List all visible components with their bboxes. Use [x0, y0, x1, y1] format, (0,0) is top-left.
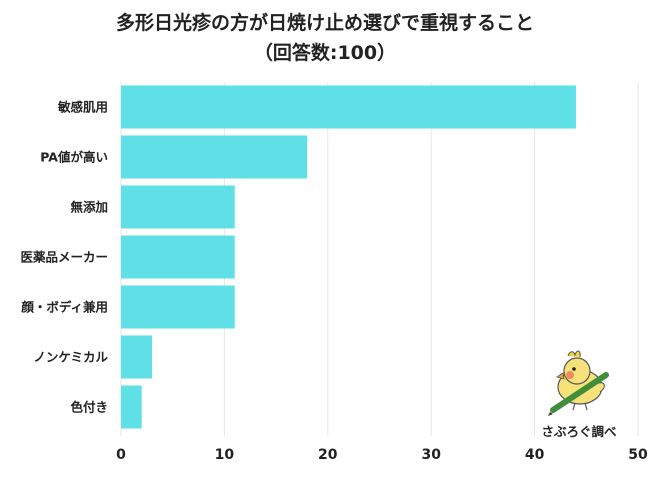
category-label: 医薬品メーカー — [20, 250, 108, 265]
bar — [121, 235, 235, 279]
bar — [121, 185, 235, 229]
x-tick-label: 40 — [525, 447, 545, 463]
bar — [121, 385, 142, 429]
logo-caption: さぶろぐ調べ — [541, 424, 617, 439]
bar — [121, 285, 235, 329]
category-label: ノンケミカル — [33, 350, 108, 365]
bar — [121, 85, 576, 129]
category-label: 敏感肌用 — [57, 100, 108, 115]
sabulog-logo: さぶろぐ調べ — [541, 350, 617, 439]
chart-title: 多形日光疹の方が日焼け止め選びで重視すること — [116, 11, 534, 34]
x-tick-label: 10 — [215, 447, 235, 463]
chart-subtitle: （回答数:100） — [254, 41, 396, 64]
x-tick-labels: 0 10 20 30 40 50 — [116, 447, 648, 463]
x-tick-label: 30 — [421, 447, 441, 463]
bars — [121, 85, 576, 429]
x-tick-label: 50 — [628, 447, 648, 463]
pencil-icon — [548, 372, 609, 416]
x-tick-label: 20 — [318, 447, 338, 463]
x-tick-label: 0 — [116, 447, 126, 463]
bar — [121, 135, 308, 179]
category-label: 顔・ボディ兼用 — [20, 300, 108, 315]
bar — [121, 335, 153, 379]
category-label: 色付き — [70, 400, 108, 415]
category-label: 無添加 — [70, 200, 108, 215]
bird-mascot-icon — [556, 350, 605, 411]
category-label: PA値が高い — [40, 150, 108, 165]
